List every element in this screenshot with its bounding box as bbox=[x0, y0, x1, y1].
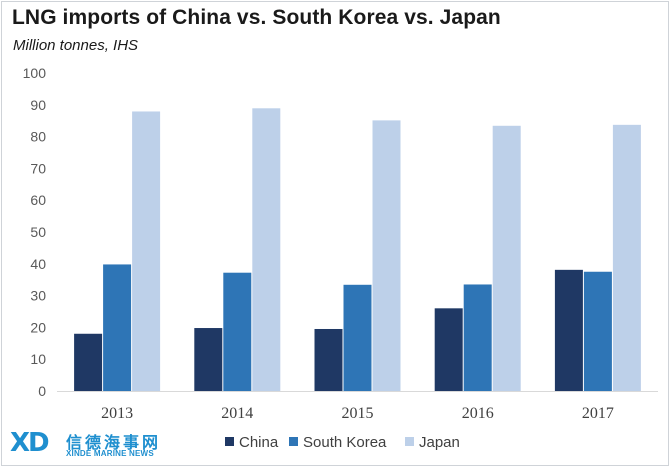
bar-china-2013 bbox=[74, 333, 103, 391]
bar-china-2015 bbox=[314, 328, 343, 391]
y-tick-label: 80 bbox=[30, 129, 46, 145]
y-tick-label: 20 bbox=[30, 319, 46, 335]
x-tick-label: 2017 bbox=[582, 405, 614, 422]
y-tick-label: 90 bbox=[30, 97, 46, 113]
y-tick-label: 60 bbox=[30, 192, 46, 208]
bar-china-2017 bbox=[554, 269, 583, 391]
y-tick-label: 50 bbox=[30, 224, 46, 240]
logo-mark: XD bbox=[10, 428, 50, 458]
y-tick-label: 30 bbox=[30, 288, 46, 304]
x-tick-label: 2014 bbox=[221, 405, 253, 422]
bar-south-korea-2013 bbox=[103, 264, 132, 391]
x-tick-label: 2015 bbox=[342, 405, 374, 422]
bar-japan-2017 bbox=[612, 124, 641, 392]
bar-china-2016 bbox=[434, 308, 463, 391]
bar-china-2014 bbox=[194, 328, 223, 391]
y-tick-label: 100 bbox=[23, 65, 47, 81]
bar-south-korea-2015 bbox=[343, 284, 372, 391]
logo-english-text: XINDE MARINE NEWS bbox=[66, 449, 154, 458]
bar-south-korea-2014 bbox=[223, 272, 252, 391]
x-tick-label: 2013 bbox=[101, 405, 133, 422]
legend-label-china: China bbox=[239, 434, 279, 451]
bar-south-korea-2016 bbox=[463, 284, 492, 391]
bar-japan-2013 bbox=[132, 111, 161, 391]
y-tick-label: 0 bbox=[38, 383, 46, 399]
logo-chinese-text: 信德海事网 bbox=[66, 433, 162, 452]
watermark-logo: XD 信德海事网 XINDE MARINE NEWS bbox=[8, 428, 168, 462]
bar-south-korea-2017 bbox=[583, 271, 612, 391]
legend-label-south-korea: South Korea bbox=[303, 434, 387, 451]
chart-title: LNG imports of China vs. South Korea vs.… bbox=[12, 6, 501, 29]
legend-swatch-south-korea bbox=[289, 437, 298, 446]
bar-japan-2016 bbox=[492, 125, 521, 392]
legend-swatch-japan bbox=[405, 437, 414, 446]
legend-swatch-china bbox=[225, 437, 234, 446]
y-tick-label: 70 bbox=[30, 160, 46, 176]
y-tick-label: 40 bbox=[30, 256, 46, 272]
bar-japan-2015 bbox=[372, 120, 401, 391]
x-tick-label: 2016 bbox=[462, 405, 494, 422]
y-tick-label: 10 bbox=[30, 351, 46, 367]
legend-label-japan: Japan bbox=[419, 434, 460, 451]
bar-japan-2014 bbox=[252, 108, 281, 391]
chart-subtitle: Million tonnes, IHS bbox=[13, 37, 139, 54]
